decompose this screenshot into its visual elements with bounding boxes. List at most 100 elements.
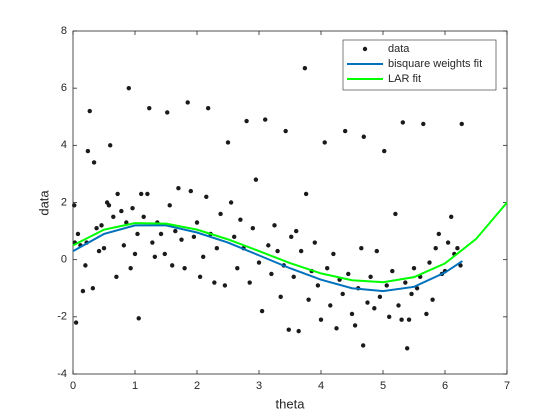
data-point xyxy=(322,140,327,145)
data-point xyxy=(384,283,389,288)
legend-label: data xyxy=(388,43,410,55)
data-point xyxy=(315,283,321,288)
data-point xyxy=(90,286,96,291)
data-point xyxy=(94,226,99,231)
data-point xyxy=(185,100,190,105)
y-tick-label: -2 xyxy=(57,311,67,323)
data-point xyxy=(409,291,414,297)
data-point xyxy=(204,194,209,199)
data-point xyxy=(263,117,268,122)
data-point xyxy=(414,286,420,291)
data-point xyxy=(119,208,124,214)
data-point xyxy=(399,317,404,322)
data-point xyxy=(411,266,417,271)
data-point xyxy=(340,291,345,297)
x-tick-label: 4 xyxy=(318,380,324,392)
data-point xyxy=(325,266,330,271)
data-point xyxy=(374,248,379,254)
x-tick-label: 2 xyxy=(194,380,200,392)
data-point xyxy=(145,191,150,197)
data-point xyxy=(99,223,104,228)
data-point xyxy=(128,266,133,271)
x-axis-label: theta xyxy=(276,396,306,411)
data-point xyxy=(459,121,464,127)
data-point xyxy=(445,240,451,245)
data-point xyxy=(101,246,107,251)
data-point xyxy=(253,177,259,182)
data-point xyxy=(286,327,291,332)
data-point xyxy=(212,280,217,285)
data-point xyxy=(238,217,243,222)
data-point xyxy=(152,254,158,260)
data-point xyxy=(124,220,129,225)
legend-label: LAR fit xyxy=(388,73,421,85)
data-point xyxy=(191,234,197,239)
data-point xyxy=(147,105,152,111)
data-point xyxy=(382,148,387,154)
data-point xyxy=(111,214,116,219)
data-point xyxy=(377,294,383,300)
data-point xyxy=(85,148,91,154)
data-point xyxy=(167,203,172,208)
data-point xyxy=(387,314,392,320)
data-point xyxy=(424,311,429,317)
data-point xyxy=(250,226,255,231)
data-point xyxy=(272,223,277,228)
x-tick-label: 5 xyxy=(380,380,386,392)
data-point xyxy=(170,263,175,268)
data-point xyxy=(158,231,164,237)
data-point xyxy=(346,271,351,277)
x-tick-label: 1 xyxy=(132,380,138,392)
data-point xyxy=(303,191,309,197)
x-tick-label: 7 xyxy=(504,380,510,392)
data-point xyxy=(359,246,364,251)
fit-line xyxy=(72,201,508,284)
data-point xyxy=(162,251,167,257)
data-point xyxy=(306,297,311,302)
data-point xyxy=(294,228,299,234)
data-point xyxy=(360,343,366,348)
y-tick-label: 8 xyxy=(61,25,67,37)
data-point xyxy=(331,251,336,257)
data-point xyxy=(328,303,333,308)
data-point xyxy=(197,274,203,280)
data-point xyxy=(259,308,265,314)
data-point xyxy=(188,188,193,194)
data-point xyxy=(393,211,398,217)
data-point xyxy=(247,280,252,285)
data-point xyxy=(406,317,412,322)
data-point xyxy=(427,260,432,265)
data-point xyxy=(141,214,146,219)
fit-line xyxy=(72,224,463,293)
data-point xyxy=(396,303,401,308)
data-point xyxy=(368,274,373,280)
data-point xyxy=(361,134,366,139)
data-point xyxy=(430,297,435,302)
data-point xyxy=(436,231,441,237)
data-point xyxy=(318,317,324,322)
data-point xyxy=(222,283,228,288)
data-point xyxy=(244,118,249,124)
data-point xyxy=(87,108,92,114)
data-point xyxy=(150,240,155,245)
data-point xyxy=(179,237,184,242)
x-tick-label: 0 xyxy=(70,380,76,392)
data-point xyxy=(289,234,294,239)
data-point xyxy=(312,240,317,245)
y-tick-label: 2 xyxy=(61,196,67,208)
data-point xyxy=(225,140,231,145)
data-point xyxy=(80,288,86,294)
data-point xyxy=(455,246,460,251)
data-point xyxy=(139,191,144,197)
data-point xyxy=(165,110,170,115)
data-point xyxy=(173,228,178,234)
x-tick-label: 3 xyxy=(256,380,262,392)
data-point xyxy=(235,266,240,271)
data-point xyxy=(83,263,88,268)
data-point xyxy=(73,320,79,325)
data-point xyxy=(283,128,288,134)
data-point xyxy=(232,234,237,239)
data-point xyxy=(302,65,308,71)
data-point xyxy=(201,254,206,260)
